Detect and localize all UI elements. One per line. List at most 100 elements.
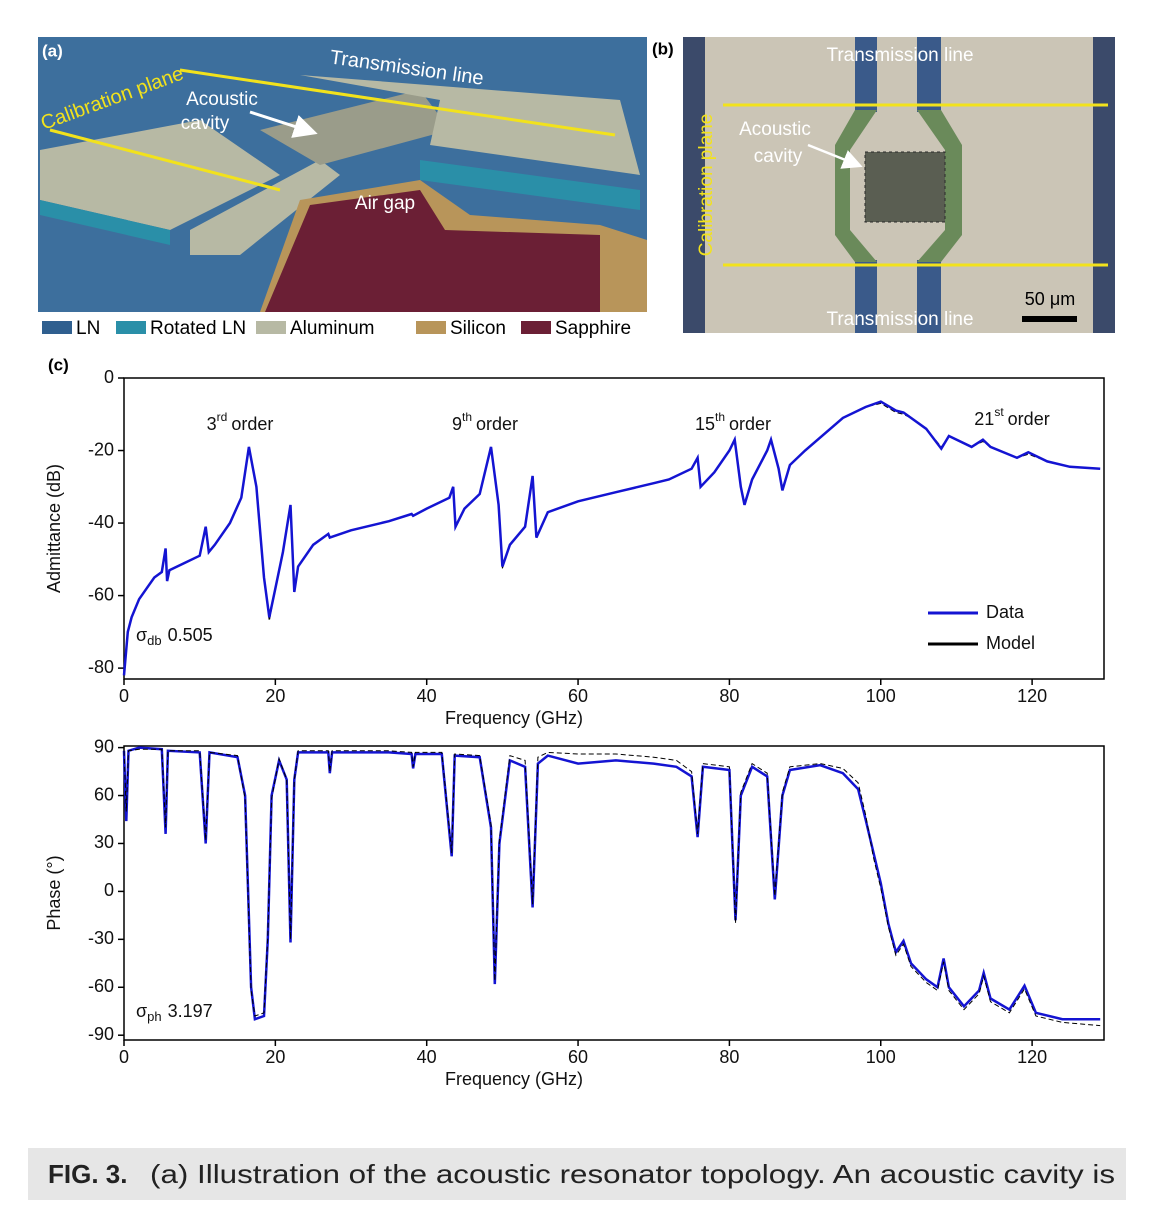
panel-label: (c): [48, 355, 69, 374]
x-tick-label: 100: [866, 1047, 896, 1067]
legend-label: Sapphire: [555, 318, 631, 339]
legend-label: Silicon: [450, 318, 506, 339]
caption-lead: FIG. 3.: [48, 1159, 127, 1189]
annotation-text: order: [231, 414, 273, 434]
label: Transmission line: [826, 45, 973, 66]
pad: [40, 120, 280, 230]
sigma-symbol: σ: [136, 625, 147, 645]
sapphire: [265, 190, 600, 312]
series-line: [122, 400, 1101, 676]
legend-swatch: [116, 321, 146, 334]
sigma-sub: db: [147, 633, 161, 648]
panel-label: (a): [42, 41, 63, 60]
y-tick-label: 30: [94, 832, 114, 852]
edge: [1093, 37, 1115, 333]
annotation-number: 3: [207, 414, 217, 434]
calibration-line: [49, 128, 281, 192]
pad-edge: [40, 200, 170, 245]
annotation: 3rd order: [207, 410, 274, 434]
label: cavity: [754, 146, 803, 167]
layer: [420, 160, 640, 210]
annotation-text: order: [476, 414, 518, 434]
scale-bar: [1022, 316, 1077, 322]
caption-text: (a) Illustration of the acoustic resonat…: [150, 1159, 1115, 1189]
x-tick-label: 80: [719, 686, 739, 706]
stripe: [855, 260, 877, 333]
annotation: 15th order: [695, 410, 771, 434]
y-tick-label: -80: [88, 657, 114, 677]
series-line: [123, 748, 1101, 1027]
x-tick-label: 60: [568, 1047, 588, 1067]
annotation: 21st order: [974, 405, 1049, 429]
label: cavity: [181, 113, 230, 134]
lead: [190, 160, 340, 255]
panel-a-legend: LN Rotated LN Aluminum Silicon Sapphire: [42, 318, 631, 339]
annotation-number: 9: [452, 414, 462, 434]
y-axis-label: Admittance (dB): [44, 464, 64, 593]
legend-label: Data: [986, 602, 1025, 622]
x-tick-label: 120: [1017, 1047, 1047, 1067]
sigma: σph 3.197: [136, 1001, 213, 1025]
scale-label: 50 μm: [1025, 289, 1075, 309]
y-tick-label: 0: [104, 880, 114, 900]
x-tick-label: 60: [568, 686, 588, 706]
electrode: [917, 110, 962, 262]
annotation: 9th order: [452, 410, 518, 434]
legend-swatch: [256, 321, 286, 334]
y-tick-label: -30: [88, 928, 114, 948]
pad: [300, 75, 640, 175]
label: Air gap: [355, 193, 415, 214]
x-axis-label: Frequency (GHz): [445, 1069, 583, 1089]
x-tick-label: 40: [417, 1047, 437, 1067]
legend-label: LN: [76, 318, 100, 339]
y-axis-label: Phase (°): [44, 855, 64, 930]
panel-a: (a) Calibration plane Transmission line …: [38, 37, 647, 312]
sigma-symbol: σ: [136, 1001, 147, 1021]
annotation-text: order: [729, 414, 771, 434]
stripe: [855, 37, 877, 112]
sigma-value: 3.197: [168, 1001, 213, 1021]
cavity: [864, 151, 946, 223]
label: Transmission line: [826, 309, 973, 330]
edge: [683, 37, 705, 333]
y-tick-label: 90: [94, 736, 114, 756]
y-tick-label: -90: [88, 1024, 114, 1044]
x-tick-label: 80: [719, 1047, 739, 1067]
annotation-sup: th: [462, 410, 472, 424]
label: Acoustic: [186, 89, 258, 110]
series-line: [123, 402, 1101, 676]
sigma-sub: ph: [147, 1009, 161, 1024]
plot-frame: [123, 745, 1105, 1041]
x-tick-label: 0: [119, 686, 129, 706]
legend-label: Model: [986, 633, 1035, 653]
sigma-value: 0.505: [168, 625, 213, 645]
panel-b: (b) Transmission line Transmission line …: [652, 37, 1115, 333]
y-tick-label: -60: [88, 976, 114, 996]
x-tick-label: 120: [1017, 686, 1047, 706]
electrode: [835, 110, 877, 262]
stripe: [917, 260, 941, 333]
arrow: [249, 110, 318, 138]
legend-label: Aluminum: [290, 318, 374, 339]
arrow: [807, 143, 863, 169]
annotation-number: 21: [974, 409, 994, 429]
caption-band: [28, 1148, 1126, 1200]
annotation-sup: st: [994, 405, 1004, 419]
legend-swatch: [521, 321, 551, 334]
legend-swatch: [42, 321, 72, 334]
sigma: σdb 0.505: [136, 625, 213, 649]
x-tick-label: 0: [119, 1047, 129, 1067]
series-line: [122, 746, 1101, 1021]
y-tick-label: 60: [94, 784, 114, 804]
plot-frame: [123, 377, 1105, 680]
x-tick-label: 20: [265, 686, 285, 706]
x-tick-label: 40: [417, 686, 437, 706]
legend-label: Rotated LN: [150, 318, 246, 339]
stripe: [917, 37, 941, 112]
y-tick-label: 0: [104, 367, 114, 387]
annotation-text: order: [1008, 409, 1050, 429]
charts: 0 20 40 60 80 100 120 0 -20 -40 -60 -80 Frequency (G…: [44, 367, 1105, 1089]
annotation-number: 15: [695, 414, 715, 434]
y-tick-label: -60: [88, 584, 114, 604]
